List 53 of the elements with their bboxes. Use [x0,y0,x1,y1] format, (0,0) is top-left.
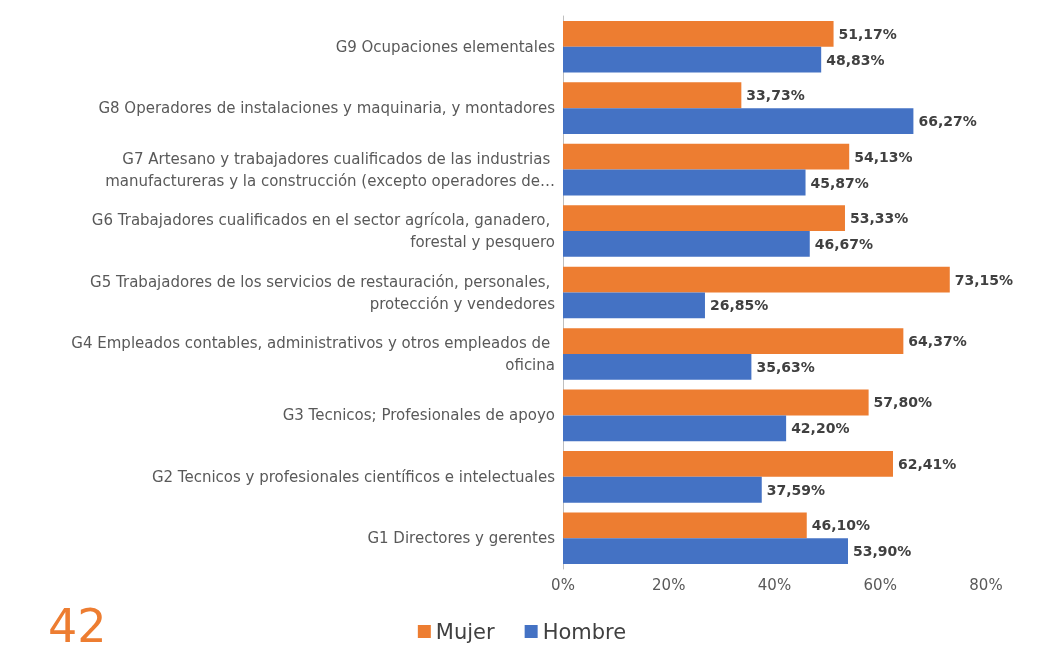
bar [563,512,807,539]
data-label: 46,67% [814,235,874,252]
data-label: 46,10% [811,517,871,534]
bar [563,389,869,416]
bar [563,415,787,442]
text: 42 [48,599,107,653]
data-label: 33,73% [746,87,805,104]
x-tick-label: 40% [757,575,792,594]
y-tick-label: G6 Trabajadores cualificados en el sector agrícola, ganadero, forestal y pesquero [91,211,555,252]
y-tick-label: G2 Tecnicos y profesionales científicos e intelectuales [151,467,556,486]
legend-label: Hombre [542,619,627,644]
data-label: 66,27% [918,113,977,130]
bar [563,108,914,134]
data-label: 26,85% [709,297,769,314]
y-tick-label: G3 Tecnicos; Profesionales de apoyo [282,406,555,425]
y-tick-label: G5 Trabajadores de los servicios de restauración, personales, protección y vendedores [90,272,556,313]
bar [563,328,904,354]
bar [563,46,822,73]
data-label: 35,63% [756,358,815,375]
data-label: 53,33% [849,210,909,227]
x-tick-label: 80% [969,575,1003,594]
bar [563,205,845,232]
bar [563,143,850,170]
bar [563,20,834,47]
bar [563,266,950,293]
data-label: 64,37% [908,333,967,350]
x-tick-label: 0% [551,575,575,594]
bar [563,451,893,477]
bar [563,169,806,196]
x-tick-label: 20% [652,575,686,594]
bar [563,538,848,565]
y-tick-label: G9 Ocupaciones elementales [335,37,556,56]
y-tick-label: G1 Directores y gerentes [367,529,556,548]
bar [563,82,742,109]
data-label: 57,80% [873,394,932,411]
data-label: 73,15% [954,271,1014,288]
y-tick-label: G4 Empleados contables, administrativos y otros empleados de oficina [71,333,555,374]
data-label: 54,13% [854,148,913,165]
data-label: 53,90% [853,543,912,560]
data-label: 48,83% [826,51,885,68]
y-tick-label: G7 Artesano y trabajadores cualificados de las industrias manufactureras y la construcción (excepto operadores de… [105,149,555,190]
data-label: 42,20% [791,420,850,437]
bar [563,353,752,380]
bar [563,292,705,319]
data-label: 51,17% [838,25,897,42]
bar [563,231,810,257]
data-label: 37,59% [766,481,826,498]
x-tick-label: 60% [863,575,897,594]
data-label: 45,87% [810,174,869,191]
data-label: 62,41% [897,455,957,472]
bar [563,476,762,503]
legend-label: Mujer [435,619,496,644]
y-tick-label: G8 Operadores de instalaciones y maquinaria, y montadores [98,99,556,118]
